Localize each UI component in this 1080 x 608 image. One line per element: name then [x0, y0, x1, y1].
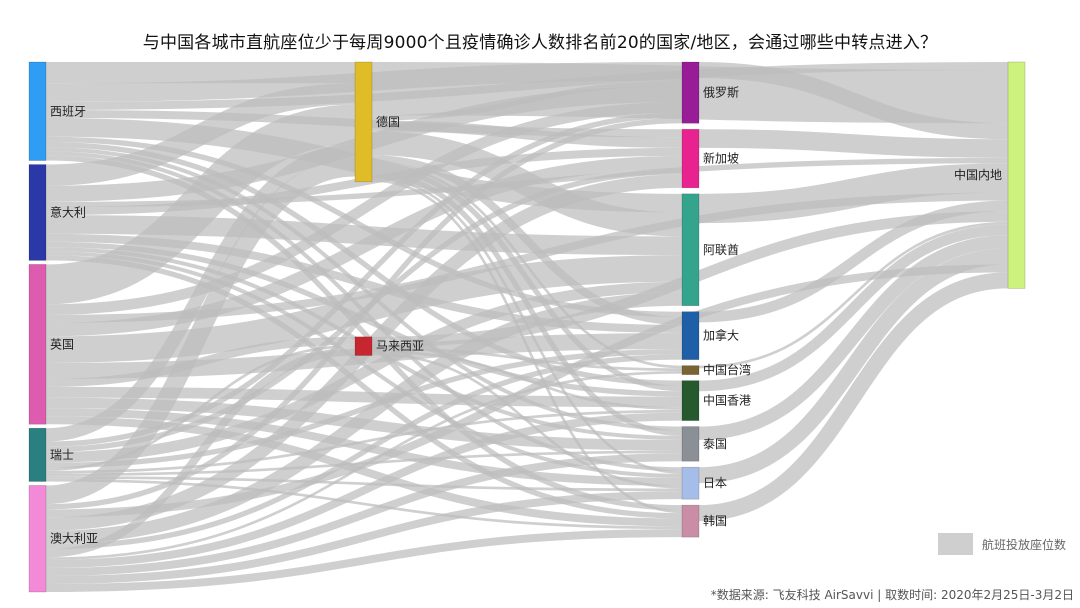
link-uk-ru: [45, 101, 683, 316]
link-de-tw: [371, 163, 683, 369]
node-sg: [681, 128, 700, 189]
link-kr-cn: [698, 272, 1009, 522]
node-label-cn: 中国内地: [954, 167, 1002, 182]
node-label-th: 泰国: [703, 437, 727, 451]
link-de-th: [371, 171, 683, 436]
node-uk: [28, 264, 47, 425]
node-tw: [681, 365, 700, 375]
link-ru-cn: [698, 61, 1009, 140]
link-it-de: [45, 83, 356, 186]
node-label-kr: 韩国: [703, 513, 727, 528]
sankey-links: [45, 61, 1009, 592]
node-label-tw: 中国台湾: [703, 362, 751, 377]
link-de-ca: [371, 155, 683, 326]
node-label-ca: 加拿大: [703, 328, 739, 343]
legend-swatch: [938, 533, 973, 555]
node-label-ch: 瑞士: [50, 448, 74, 462]
node-de: [354, 61, 373, 183]
source-note: *数据来源: 飞友科技 AirSavvi | 取数时间: 2020年2月25日-…: [710, 588, 1074, 602]
link-es-kr: [45, 155, 683, 511]
node-es: [28, 61, 47, 161]
node-label-ae: 阿联酋: [703, 242, 739, 257]
chart-title: 与中国各城市直航座位少于每周9000个且疫情确诊人数排名前20的国家/地区，会通…: [142, 33, 938, 53]
link-de-ae: [371, 131, 683, 237]
node-label-de: 德国: [376, 114, 400, 129]
link-au-ae: [45, 292, 683, 545]
link-hk-cn: [698, 224, 1009, 392]
sankey-nodes: [28, 61, 1026, 593]
link-jp-cn: [698, 248, 1009, 484]
link-my-tw: [371, 347, 683, 371]
node-ae: [681, 193, 700, 306]
link-ch-ae: [45, 281, 683, 463]
link-tw-cn: [698, 221, 1009, 369]
link-de-ru: [371, 80, 683, 121]
link-de-kr: [371, 179, 683, 514]
link-au-de: [45, 157, 356, 505]
link-es-th: [45, 147, 683, 431]
link-uk-de: [45, 104, 356, 305]
node-label-es: 西班牙: [50, 104, 86, 118]
node-ca: [681, 311, 700, 360]
link-au-hk: [45, 412, 683, 569]
link-ch-kr: [45, 478, 683, 530]
link-ch-jp: [45, 476, 683, 492]
link-ae-cn: [698, 163, 1009, 224]
node-cn: [1007, 61, 1026, 289]
node-ch: [28, 427, 47, 482]
node-kr: [681, 504, 700, 538]
node-label-sg: 新加坡: [703, 151, 739, 166]
node-my: [354, 336, 373, 356]
node-label-ru: 俄罗斯: [703, 86, 739, 100]
node-label-jp: 日本: [703, 476, 727, 490]
link-de-sg: [371, 120, 683, 148]
node-label-au: 澳大利亚: [50, 532, 98, 546]
link-sg-cn: [698, 129, 1009, 158]
link-au-kr: [45, 529, 683, 592]
link-ch-hk: [45, 409, 683, 474]
link-uk-sg: [45, 155, 683, 337]
link-au-th: [45, 453, 683, 577]
link-ch-de: [45, 144, 356, 442]
node-label-hk: 中国香港: [703, 393, 751, 408]
node-jp: [681, 466, 700, 500]
legend-label: 航班投放座位数: [982, 537, 1067, 552]
link-my-hk: [371, 350, 683, 410]
link-ca-cn: [698, 200, 1009, 323]
node-hk: [681, 380, 700, 421]
link-de-hk: [371, 165, 683, 392]
link-ch-my: [45, 344, 356, 471]
node-label-it: 意大利: [50, 204, 86, 219]
node-label-uk: 英国: [50, 337, 74, 351]
node-label-my: 马来西亚: [376, 339, 424, 353]
node-au: [28, 485, 47, 593]
link-th-cn: [698, 235, 1009, 440]
node-ru: [681, 61, 700, 124]
link-au-ca: [45, 354, 683, 550]
node-it: [28, 164, 47, 261]
legend: 航班投放座位数: [938, 533, 1066, 555]
node-th: [681, 426, 700, 462]
link-au-jp: [45, 491, 683, 585]
link-my-jp: [371, 352, 683, 489]
